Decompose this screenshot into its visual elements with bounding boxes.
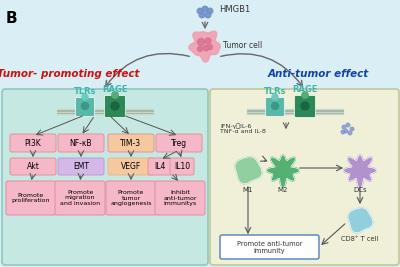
- FancyBboxPatch shape: [108, 134, 154, 152]
- Text: M2: M2: [278, 187, 288, 193]
- Polygon shape: [189, 31, 220, 62]
- FancyBboxPatch shape: [104, 96, 126, 117]
- Text: RAGE: RAGE: [292, 85, 318, 94]
- FancyBboxPatch shape: [55, 181, 105, 215]
- FancyBboxPatch shape: [10, 158, 56, 175]
- Polygon shape: [344, 155, 376, 187]
- Text: Tumor cell: Tumor cell: [223, 41, 262, 49]
- Text: TLRs: TLRs: [74, 87, 96, 96]
- Text: CD8⁺ T cell: CD8⁺ T cell: [341, 236, 379, 242]
- Circle shape: [342, 125, 346, 129]
- Polygon shape: [235, 157, 262, 184]
- Circle shape: [203, 45, 209, 51]
- FancyBboxPatch shape: [58, 134, 104, 152]
- Text: DCs: DCs: [353, 187, 367, 193]
- Polygon shape: [267, 155, 299, 187]
- Circle shape: [112, 92, 118, 98]
- Circle shape: [207, 8, 213, 14]
- Circle shape: [350, 127, 354, 131]
- Text: Promote
migration
and invasion: Promote migration and invasion: [60, 190, 100, 206]
- FancyBboxPatch shape: [58, 158, 104, 175]
- Bar: [57, 109, 153, 114]
- Text: Anti-tumor effect: Anti-tumor effect: [267, 69, 369, 79]
- Circle shape: [348, 131, 352, 135]
- Text: B: B: [6, 11, 18, 26]
- Text: Akt: Akt: [26, 162, 40, 171]
- FancyBboxPatch shape: [108, 158, 154, 175]
- Circle shape: [198, 38, 204, 45]
- FancyBboxPatch shape: [106, 181, 156, 215]
- FancyBboxPatch shape: [220, 235, 319, 259]
- Text: HMGB1: HMGB1: [219, 6, 250, 14]
- FancyBboxPatch shape: [10, 134, 56, 152]
- Circle shape: [205, 38, 211, 44]
- FancyBboxPatch shape: [210, 89, 399, 265]
- Text: IFN-γ　IL-6
TNF-α and IL-8: IFN-γ IL-6 TNF-α and IL-8: [220, 123, 266, 134]
- Circle shape: [202, 6, 208, 12]
- FancyBboxPatch shape: [294, 96, 316, 117]
- FancyBboxPatch shape: [6, 181, 56, 215]
- FancyBboxPatch shape: [76, 97, 94, 116]
- FancyBboxPatch shape: [2, 89, 208, 265]
- FancyBboxPatch shape: [266, 97, 284, 116]
- Text: RAGE: RAGE: [102, 85, 128, 94]
- Text: Promote anti-tumor
immunity: Promote anti-tumor immunity: [237, 241, 302, 253]
- Polygon shape: [348, 208, 373, 233]
- FancyBboxPatch shape: [156, 134, 202, 152]
- Text: TLRs: TLRs: [264, 87, 286, 96]
- Circle shape: [272, 94, 278, 100]
- Circle shape: [197, 8, 203, 14]
- Bar: [247, 109, 343, 114]
- Text: Inhibit
anti-tumor
immunitys: Inhibit anti-tumor immunitys: [163, 190, 197, 206]
- Circle shape: [344, 129, 348, 133]
- Circle shape: [205, 12, 211, 18]
- Text: M1: M1: [243, 187, 253, 193]
- Circle shape: [341, 130, 345, 134]
- Text: Treg: Treg: [171, 139, 187, 147]
- Text: PI3K: PI3K: [25, 139, 41, 147]
- Text: VEGF: VEGF: [121, 162, 141, 171]
- Text: NF-κB: NF-κB: [70, 139, 92, 147]
- Circle shape: [301, 102, 309, 110]
- Text: Promote
proliferation: Promote proliferation: [12, 193, 50, 203]
- Text: Tumor- promoting effect: Tumor- promoting effect: [0, 69, 139, 79]
- FancyBboxPatch shape: [148, 158, 172, 175]
- Circle shape: [302, 92, 308, 98]
- Circle shape: [111, 102, 119, 110]
- Circle shape: [272, 103, 278, 109]
- Text: Promote
tumor
angiogenesis: Promote tumor angiogenesis: [110, 190, 152, 206]
- FancyBboxPatch shape: [170, 158, 194, 175]
- Circle shape: [199, 12, 205, 18]
- Text: EMT: EMT: [73, 162, 89, 171]
- Circle shape: [208, 45, 212, 49]
- Text: TIM-3: TIM-3: [120, 139, 142, 147]
- Text: IL10: IL10: [174, 162, 190, 171]
- Circle shape: [82, 94, 88, 100]
- Text: IL4: IL4: [154, 162, 166, 171]
- Circle shape: [198, 46, 202, 52]
- Circle shape: [346, 123, 350, 127]
- FancyBboxPatch shape: [155, 181, 205, 215]
- Circle shape: [82, 103, 88, 109]
